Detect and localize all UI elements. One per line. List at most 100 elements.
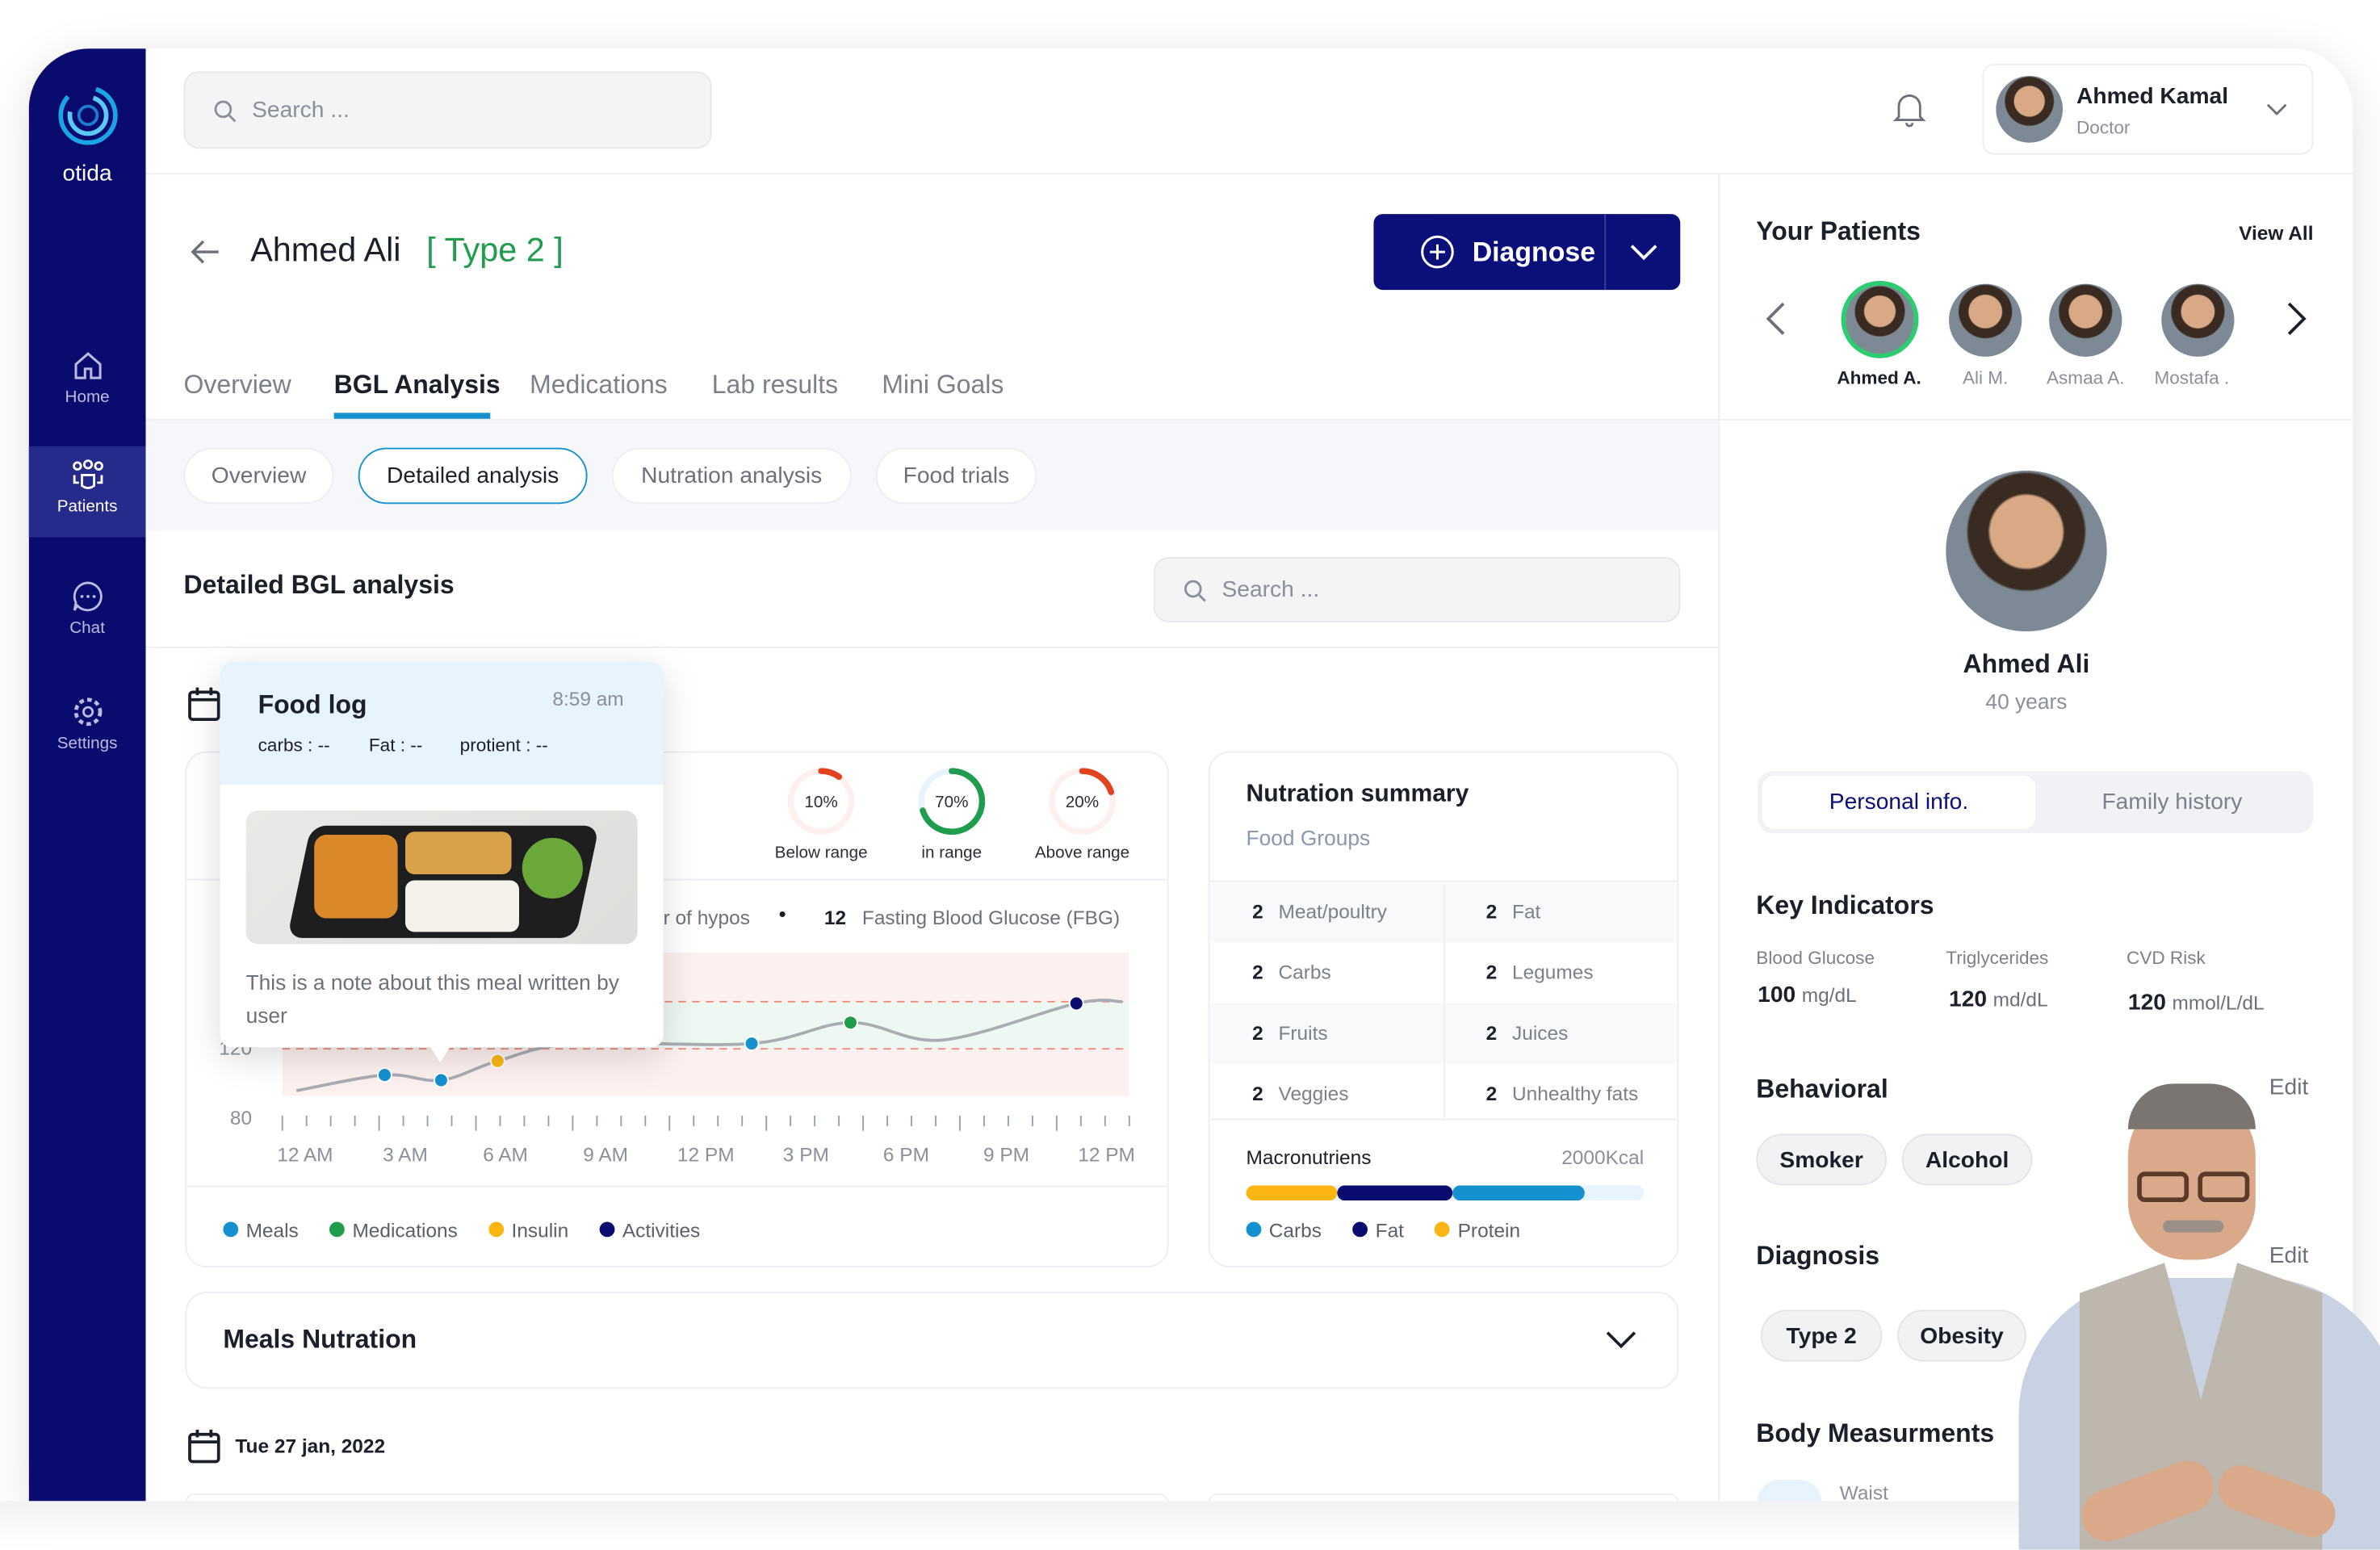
patient-avatar[interactable] — [2161, 283, 2235, 357]
food-group-cell: 2 Carbs — [1252, 961, 1331, 984]
patient-avatar[interactable] — [1841, 280, 1919, 358]
bell-icon[interactable] — [1892, 91, 1926, 128]
toggle-personal-info[interactable]: Personal info. — [1762, 775, 2036, 829]
diagnosis-title: Diagnosis — [1756, 1241, 1880, 1271]
gauge-value: 20% — [1066, 793, 1099, 811]
subtab-overview[interactable]: Overview — [183, 447, 334, 505]
tooltip-pointer — [426, 1041, 455, 1063]
patient-name-label[interactable]: Ahmed A. — [1837, 367, 1921, 389]
patient-avatar[interactable] — [1949, 283, 2022, 357]
nutrition-title: Nutration summary — [1246, 781, 1469, 808]
back-arrow-icon[interactable] — [188, 237, 221, 267]
plus-circle-icon — [1421, 235, 1454, 269]
user-menu[interactable]: Ahmed Kamal Doctor — [1982, 63, 2314, 155]
chevron-down-icon[interactable] — [1628, 243, 1659, 262]
macros-bar — [1246, 1185, 1645, 1201]
patients-icon — [72, 459, 103, 489]
sidebar-item-home[interactable]: Home — [29, 337, 146, 428]
frame-bottom-fade — [0, 1501, 2380, 1550]
waist-icon — [1758, 1480, 1822, 1502]
tab-overview[interactable]: Overview — [183, 370, 291, 400]
chevron-left-icon[interactable] — [1766, 300, 1787, 337]
active-tab-indicator — [333, 413, 491, 419]
patient-name-label[interactable]: Mostafa . — [2154, 367, 2230, 389]
indicator-label: Triglycerides — [1946, 947, 2049, 969]
sidebar-item-label: Chat — [69, 619, 105, 638]
search-icon — [214, 99, 237, 122]
chevron-down-icon[interactable] — [1604, 1330, 1637, 1351]
food-group-row: 2 Carbs 2 Legumes — [1209, 943, 1677, 1003]
marker-insulin — [489, 1053, 505, 1069]
legend-carbs: Carbs — [1246, 1218, 1322, 1241]
legend-activities: Activities — [599, 1218, 700, 1241]
meal-note: This is a note about this meal written b… — [245, 970, 619, 1028]
gauge-label: in range — [921, 844, 983, 862]
toggle-family-history[interactable]: Family history — [2101, 789, 2243, 815]
indicator-value: 120 md/dL — [1949, 987, 2048, 1013]
marker-meals — [744, 1036, 760, 1052]
diagnose-button[interactable]: Diagnose — [1373, 214, 1681, 291]
x-tick-label: 3 AM — [383, 1144, 428, 1166]
food-group-row: 2 Veggies 2 Unhealthy fats — [1209, 1064, 1677, 1125]
food-group-cell: 2 Legumes — [1485, 961, 1594, 984]
food-log-fat: Fat : -- — [368, 734, 423, 756]
x-tick-label: 12 PM — [1078, 1144, 1135, 1166]
fbg-value: 12 — [823, 906, 847, 929]
subtab-food-trials[interactable]: Food trials — [875, 447, 1037, 505]
user-role: Doctor — [2076, 116, 2131, 139]
calendar-icon — [188, 687, 220, 722]
tooltip-header — [220, 661, 664, 785]
sidebar-item-patients[interactable]: Patients — [28, 446, 146, 538]
sidebar-item-settings[interactable]: Settings — [29, 683, 146, 774]
sidebar-item-label: Settings — [57, 734, 118, 753]
meals-nutrition-title: Meals Nutration — [223, 1325, 417, 1355]
divider — [145, 173, 2353, 175]
edit-diagnosis-link[interactable]: Edit — [2269, 1242, 2309, 1269]
divider — [145, 646, 1719, 648]
tab-bgl-analysis[interactable]: BGL Analysis — [333, 370, 501, 400]
chat-icon — [72, 581, 102, 612]
chevron-right-icon[interactable] — [2286, 300, 2307, 337]
indicator-value: 120 mmol/L/dL — [2127, 989, 2265, 1016]
gauge-label: Below range — [774, 844, 868, 862]
tab-medications[interactable]: Medications — [530, 370, 668, 400]
view-all-link[interactable]: View All — [2239, 221, 2314, 245]
bullet: • — [778, 901, 786, 926]
macros-legend: Carbs Fat Protein — [1246, 1217, 1545, 1245]
divider — [1718, 174, 1720, 1502]
home-icon — [73, 352, 101, 379]
patient-name-label[interactable]: Ali M. — [1962, 367, 2009, 389]
marker-meals — [377, 1067, 392, 1083]
patient-name-label[interactable]: Asmaa A. — [2046, 367, 2125, 389]
macro-segment-carbs — [1452, 1185, 1585, 1201]
global-search-input[interactable]: Search ... — [183, 71, 712, 149]
x-tick-label: 6 PM — [883, 1144, 929, 1166]
food-log-protein: protient : -- — [459, 734, 548, 756]
indicator-value: 100 mg/dL — [1758, 982, 1857, 1008]
gauge-value: 10% — [804, 793, 837, 811]
nutrition-subtitle: Food Groups — [1246, 825, 1371, 850]
bgl-search-input[interactable]: Search ... — [1153, 556, 1681, 622]
legend-medications: Medications — [329, 1218, 458, 1241]
profile-age: 40 years — [1985, 689, 2068, 714]
legend-protein: Protein — [1435, 1218, 1520, 1241]
subtab-detailed-analysis[interactable]: Detailed analysis — [358, 447, 588, 505]
food-group-cell: 2 Veggies — [1252, 1082, 1349, 1105]
tab-lab-results[interactable]: Lab results — [711, 370, 839, 400]
patient-avatar[interactable] — [2049, 283, 2122, 357]
tab-mini-goals[interactable]: Mini Goals — [882, 370, 1004, 400]
macros-kcal: 2000Kcal — [1561, 1146, 1645, 1169]
legend-meals: Meals — [223, 1218, 299, 1241]
meals-nutrition-accordion[interactable]: Meals Nutration — [185, 1291, 1679, 1389]
key-indicators-title: Key Indicators — [1756, 890, 1934, 920]
marker-activities — [1068, 995, 1084, 1012]
search-placeholder: Search ... — [1221, 576, 1320, 603]
divider — [1443, 885, 1445, 1119]
fbg-label: Fasting Blood Glucose (FBG) — [861, 906, 1121, 929]
sidebar-item-chat[interactable]: Chat — [29, 568, 146, 659]
subtab-nutration-analysis[interactable]: Nutration analysis — [611, 447, 852, 505]
edit-behavioral-link[interactable]: Edit — [2269, 1075, 2309, 1101]
x-tick-label: 6 AM — [483, 1144, 528, 1166]
waist-label: Waist — [1839, 1481, 1888, 1505]
